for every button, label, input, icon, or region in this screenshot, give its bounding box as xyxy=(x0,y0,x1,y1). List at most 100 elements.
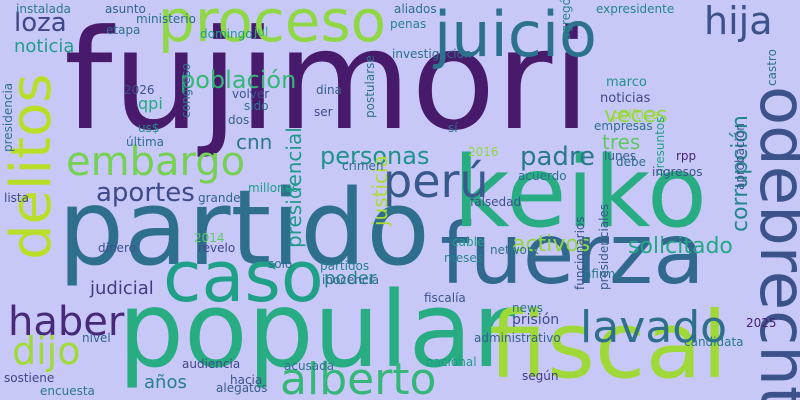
cloud-word: política xyxy=(612,108,660,123)
cloud-word: administrativo xyxy=(474,331,561,345)
cloud-word: loza xyxy=(14,8,67,38)
cloud-word: castro xyxy=(765,49,779,86)
cloud-word: grande xyxy=(198,191,241,205)
cloud-word: noticia xyxy=(14,36,75,57)
cloud-word: 2016 xyxy=(468,145,499,159)
cloud-word: congreso xyxy=(179,63,193,118)
cloud-word: partido xyxy=(58,167,430,289)
cloud-word: lista xyxy=(4,191,29,205)
cloud-word: partidos xyxy=(320,259,370,273)
cloud-word: aliados xyxy=(394,2,437,16)
cloud-word: funcionarios xyxy=(573,216,587,290)
cloud-word: noticias xyxy=(600,91,651,106)
cloud-word: jul xyxy=(254,25,269,39)
cloud-word: haber xyxy=(8,299,125,345)
cloud-word: juicio xyxy=(434,0,597,71)
cloud-word: veces xyxy=(604,103,668,128)
cloud-word: personas xyxy=(320,142,430,170)
cloud-word: falsedad xyxy=(470,195,522,209)
cloud-word: tres xyxy=(602,130,641,154)
cloud-word: millones xyxy=(248,181,299,195)
cloud-word: presidenciales xyxy=(597,203,611,290)
cloud-word: investigación xyxy=(392,47,472,61)
cloud-word: postularse xyxy=(363,55,377,118)
cloud-word: solo xyxy=(268,257,293,271)
cloud-word: aprobación xyxy=(733,123,747,190)
cloud-word: poder xyxy=(324,268,377,289)
cloud-word: volver xyxy=(232,87,270,101)
cloud-word: candidata xyxy=(684,335,744,349)
cloud-word: solicitado xyxy=(628,234,733,259)
cloud-word: acuerdo xyxy=(518,169,567,183)
cloud-word: dina xyxy=(316,83,342,97)
cloud-word: expresidente xyxy=(596,2,675,16)
cloud-word: inocencia xyxy=(322,273,380,287)
cloud-word: presidencia xyxy=(1,82,15,152)
cloud-word: fuerza xyxy=(440,205,705,303)
cloud-word: lunes xyxy=(604,149,637,163)
cloud-word: qpi xyxy=(138,94,163,113)
cloud-word: nivel xyxy=(82,331,111,345)
cloud-word: fiscal xyxy=(489,292,728,399)
cloud-word: etapa xyxy=(106,23,141,37)
cloud-word: 2025 xyxy=(746,316,777,330)
cloud-word: proceso xyxy=(158,0,387,55)
cloud-word: caso xyxy=(163,236,324,318)
cloud-word: dijo xyxy=(12,329,81,373)
cloud-word: debe xyxy=(616,155,646,169)
cloud-word: crimen xyxy=(342,159,384,173)
cloud-word: última xyxy=(126,135,165,149)
cloud-word: afirmó xyxy=(584,267,623,281)
cloud-word: empresas xyxy=(594,119,653,133)
cloud-word: revelo xyxy=(198,241,236,255)
cloud-word: 2014 xyxy=(194,231,225,245)
cloud-word: sí xyxy=(448,121,458,135)
cloud-word: news xyxy=(512,301,544,315)
cloud-word: popular xyxy=(118,269,515,391)
cloud-word: embargo xyxy=(66,139,246,185)
cloud-word: ser xyxy=(314,105,333,119)
cloud-word: dinero xyxy=(98,241,136,255)
cloud-word: padre xyxy=(520,142,596,172)
cloud-word: según xyxy=(522,369,559,383)
cloud-word: odebrecht xyxy=(745,86,800,400)
cloud-word: us$ xyxy=(138,121,160,135)
cloud-word: sido xyxy=(244,99,269,113)
cloud-word: dos xyxy=(228,113,250,127)
cloud-word: activos xyxy=(512,232,591,257)
cloud-word: prisión xyxy=(512,312,560,328)
cloud-word: keiko xyxy=(453,136,707,250)
cloud-word: años xyxy=(144,372,187,393)
cloud-word: domingo xyxy=(200,27,253,41)
cloud-word: hija xyxy=(704,0,773,43)
cloud-word: alegatos xyxy=(216,381,268,395)
cloud-word: penas xyxy=(390,17,427,31)
cloud-word: rpp xyxy=(676,149,697,163)
cloud-word: sostiene xyxy=(4,371,55,385)
cloud-word: lavado xyxy=(580,302,728,353)
cloud-word: población xyxy=(180,66,297,94)
cloud-word: meses xyxy=(444,251,483,265)
cloud-word: marco xyxy=(606,75,647,90)
cloud-word: 2026 xyxy=(124,83,155,97)
cloud-word: judicial xyxy=(90,278,154,299)
cloud-word: asunto xyxy=(105,2,146,16)
cloud-word: nacional xyxy=(426,355,477,369)
cloud-word: agregó xyxy=(559,0,573,40)
cloud-word: ministerio xyxy=(136,12,196,26)
cloud-word: encuesta xyxy=(40,384,95,398)
cloud-word: hacia xyxy=(230,373,263,387)
cloud-word: perú xyxy=(383,154,489,208)
cloud-word: fujimori xyxy=(64,0,591,161)
cloud-word: fiscalía xyxy=(424,291,466,305)
cloud-word: audiencia xyxy=(182,357,241,371)
cloud-word: instalada xyxy=(16,2,71,16)
cloud-word: acusada xyxy=(284,359,335,373)
cloud-word: ingresos xyxy=(652,165,703,179)
cloud-word: aportes xyxy=(96,178,195,208)
cloud-word: alberto xyxy=(280,354,437,400)
cloud-word: network xyxy=(490,243,539,257)
cloud-word: cable xyxy=(452,235,485,249)
cloud-word: cnn xyxy=(236,130,273,154)
